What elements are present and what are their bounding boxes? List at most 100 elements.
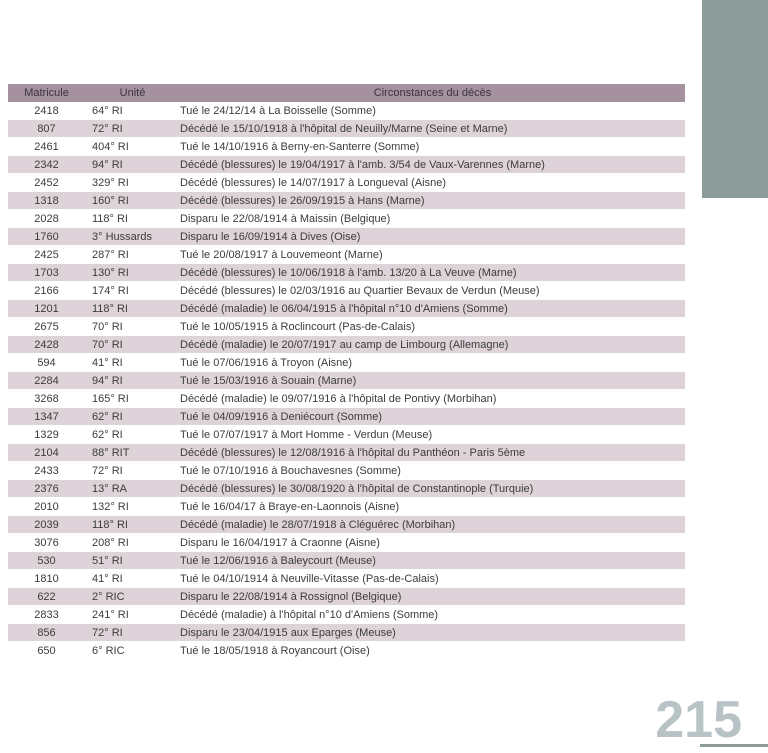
cell-circonstances: Tué le 15/03/1916 à Souain (Marne) — [180, 374, 357, 387]
cell-unite: 64° RI — [92, 104, 123, 117]
decorative-corner-block — [702, 0, 768, 198]
cell-unite: 118° RI — [92, 212, 128, 225]
cell-circonstances: Tué le 04/10/1914 à Neuville-Vitasse (Pa… — [180, 572, 439, 585]
cell-circonstances: Tué le 10/05/1915 à Roclincourt (Pas-de-… — [180, 320, 415, 333]
cell-circonstances: Tué le 04/09/1916 à Deniécourt (Somme) — [180, 410, 382, 423]
table-row: 2104 88° RIT Décédé (blessures) le 12/08… — [8, 444, 685, 462]
cell-unite: 130° RI — [92, 266, 129, 279]
cell-matricule: 2833 — [34, 608, 59, 621]
cell-circonstances: Tué le 07/06/1916 à Troyon (Aisne) — [180, 356, 353, 369]
table-row: 2376 13° RA Décédé (blessures) le 30/08/… — [8, 480, 685, 498]
table-body: 2418 64° RI Tué le 24/12/14 à La Boissel… — [8, 102, 685, 660]
cell-matricule: 2039 — [34, 518, 59, 531]
table-row: 3268 165° RI Décédé (maladie) le 09/07/1… — [8, 390, 685, 408]
cell-circonstances: Tué le 24/12/14 à La Boisselle (Somme) — [180, 104, 376, 117]
cell-unite: 287° RI — [92, 248, 129, 261]
header-matricule: Matricule — [24, 87, 69, 99]
table-row: 2039 118° RI Décédé (maladie) le 28/07/1… — [8, 516, 685, 534]
header-unite: Unité — [119, 87, 146, 99]
cell-matricule: 1703 — [34, 266, 59, 279]
cell-circonstances: Décédé (maladie) le 28/07/1918 à Cléguér… — [180, 518, 456, 531]
cell-matricule: 2028 — [34, 212, 59, 225]
cell-matricule: 622 — [37, 590, 56, 603]
table-row: 2675 70° RI Tué le 10/05/1915 à Roclinco… — [8, 318, 685, 336]
cell-circonstances: Tué le 07/10/1916 à Bouchavesnes (Somme) — [180, 464, 401, 477]
cell-unite: 132° RI — [92, 500, 129, 513]
cell-matricule: 2675 — [34, 320, 59, 333]
cell-matricule: 594 — [37, 356, 56, 369]
cell-matricule: 2010 — [34, 500, 59, 513]
cell-matricule: 650 — [37, 644, 56, 657]
table-row: 2342 94° RI Décédé (blessures) le 19/04/… — [8, 156, 685, 174]
cell-circonstances: Décédé (maladie) le 20/07/1917 au camp d… — [180, 338, 509, 351]
table-row: 2418 64° RI Tué le 24/12/14 à La Boissel… — [8, 102, 685, 120]
table-row: 2428 70° RI Décédé (maladie) le 20/07/19… — [8, 336, 685, 354]
cell-unite: 241° RI — [92, 608, 129, 621]
cell-matricule: 1347 — [34, 410, 59, 423]
cell-unite: 51° RI — [92, 554, 123, 567]
header-circonstances: Circonstances du décès — [373, 87, 492, 99]
cell-unite: 72° RI — [92, 122, 123, 135]
cell-circonstances: Disparu le 23/04/1915 aux Eparges (Meuse… — [180, 626, 396, 639]
cell-circonstances: Décédé (blessures) le 30/08/1920 à l'hôp… — [180, 482, 534, 495]
cell-matricule: 2376 — [34, 482, 59, 495]
table-row: 1810 41° RI Tué le 04/10/1914 à Neuville… — [8, 570, 685, 588]
table-row: 2833 241° RI Décédé (maladie) à l'hôpita… — [8, 606, 685, 624]
cell-unite: 3° Hussards — [92, 230, 153, 243]
cell-matricule: 1318 — [34, 194, 59, 207]
cell-unite: 13° RA — [92, 482, 127, 495]
cell-unite: 94° RI — [92, 158, 123, 171]
cell-unite: 329° RI — [92, 176, 129, 189]
cell-unite: 6° RIC — [92, 644, 125, 657]
table-row: 1318 160° RI Décédé (blessures) le 26/09… — [8, 192, 685, 210]
cell-matricule: 807 — [37, 122, 56, 135]
cell-circonstances: Décédé (blessures) le 10/06/1918 à l'amb… — [180, 266, 517, 279]
cell-matricule: 3268 — [34, 392, 59, 405]
cell-matricule: 1810 — [34, 572, 59, 585]
cell-matricule: 2425 — [34, 248, 59, 261]
table-row: 1703 130° RI Décédé (blessures) le 10/06… — [8, 264, 685, 282]
table-row: 1760 3° Hussards Disparu le 16/09/1914 à… — [8, 228, 685, 246]
cell-circonstances: Décédé (blessures) le 19/04/1917 à l'amb… — [180, 158, 545, 171]
cell-circonstances: Tué le 07/07/1917 à Mort Homme - Verdun … — [180, 428, 433, 441]
cell-unite: 94° RI — [92, 374, 123, 387]
cell-unite: 70° RI — [92, 320, 123, 333]
table-row: 2010 132° RI Tué le 16/04/17 à Braye-en-… — [8, 498, 685, 516]
table-row: 2433 72° RI Tué le 07/10/1916 à Bouchave… — [8, 462, 685, 480]
cell-unite: 165° RI — [92, 392, 129, 405]
cell-matricule: 2418 — [34, 104, 59, 117]
cell-circonstances: Décédé (blessures) le 02/03/1916 au Quar… — [180, 284, 540, 297]
cell-circonstances: Décédé (blessures) le 26/09/1915 à Hans … — [180, 194, 425, 207]
cell-matricule: 2284 — [34, 374, 59, 387]
cell-matricule: 1329 — [34, 428, 59, 441]
cell-matricule: 2428 — [34, 338, 59, 351]
cell-unite: 62° RI — [92, 428, 123, 441]
cell-unite: 174° RI — [92, 284, 129, 297]
cell-matricule: 3076 — [34, 536, 59, 549]
table-row: 650 6° RIC Tué le 18/05/1918 à Royancour… — [8, 642, 685, 660]
table-row: 594 41° RI Tué le 07/06/1916 à Troyon (A… — [8, 354, 685, 372]
cell-matricule: 2452 — [34, 176, 59, 189]
cell-matricule: 1760 — [34, 230, 59, 243]
table-header-row: Matricule Unité Circonstances du décès — [8, 84, 685, 102]
cell-matricule: 2461 — [34, 140, 59, 153]
table-row: 622 2° RIC Disparu le 22/08/1914 à Rossi… — [8, 588, 685, 606]
table-row: 1347 62° RI Tué le 04/09/1916 à Deniécou… — [8, 408, 685, 426]
table-row: 2452 329° RI Décédé (blessures) le 14/07… — [8, 174, 685, 192]
cell-unite: 41° RI — [92, 356, 123, 369]
cell-unite: 404° RI — [92, 140, 129, 153]
table-row: 1201 118° RI Décédé (maladie) le 06/04/1… — [8, 300, 685, 318]
table-row: 3076 208° RI Disparu le 16/04/1917 à Cra… — [8, 534, 685, 552]
footer-rule — [700, 744, 768, 747]
cell-circonstances: Tué le 18/05/1918 à Royancourt (Oise) — [180, 644, 370, 657]
cell-circonstances: Disparu le 16/09/1914 à Dives (Oise) — [180, 230, 361, 243]
cell-unite: 88° RIT — [92, 446, 130, 459]
cell-unite: 70° RI — [92, 338, 123, 351]
cell-matricule: 2166 — [34, 284, 59, 297]
cell-unite: 208° RI — [92, 536, 129, 549]
cell-circonstances: Décédé (maladie) le 09/07/1916 à l'hôpit… — [180, 392, 497, 405]
table-row: 1329 62° RI Tué le 07/07/1917 à Mort Hom… — [8, 426, 685, 444]
cell-circonstances: Tué le 12/06/1916 à Baleycourt (Meuse) — [180, 554, 376, 567]
table-row: 856 72° RI Disparu le 23/04/1915 aux Epa… — [8, 624, 685, 642]
cell-circonstances: Décédé le 15/10/1918 à l'hôpital de Neui… — [180, 122, 508, 135]
